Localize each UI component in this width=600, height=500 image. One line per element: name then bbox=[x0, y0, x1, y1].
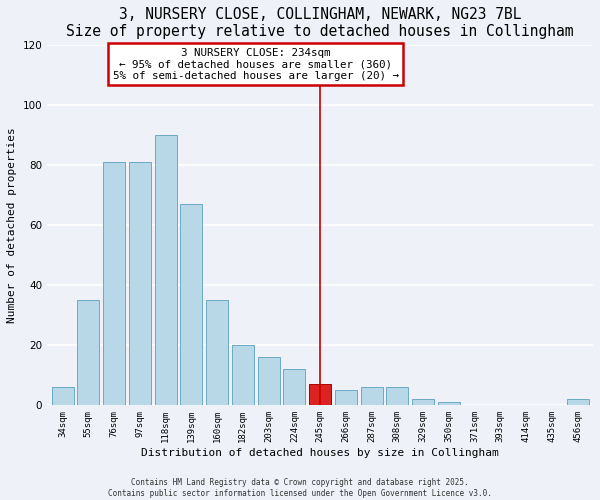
Bar bbox=[103, 162, 125, 406]
Bar bbox=[155, 135, 176, 406]
Bar bbox=[257, 358, 280, 406]
Bar bbox=[206, 300, 228, 406]
Bar bbox=[438, 402, 460, 406]
Bar bbox=[52, 388, 74, 406]
Text: 3 NURSERY CLOSE: 234sqm
← 95% of detached houses are smaller (360)
5% of semi-de: 3 NURSERY CLOSE: 234sqm ← 95% of detache… bbox=[113, 48, 399, 81]
Text: Contains HM Land Registry data © Crown copyright and database right 2025.
Contai: Contains HM Land Registry data © Crown c… bbox=[108, 478, 492, 498]
Bar bbox=[77, 300, 99, 406]
Y-axis label: Number of detached properties: Number of detached properties bbox=[7, 127, 17, 323]
X-axis label: Distribution of detached houses by size in Collingham: Distribution of detached houses by size … bbox=[141, 448, 499, 458]
Bar bbox=[309, 384, 331, 406]
Bar bbox=[232, 346, 254, 406]
Bar bbox=[566, 400, 589, 406]
Bar bbox=[181, 204, 202, 406]
Bar bbox=[361, 388, 383, 406]
Bar bbox=[283, 370, 305, 406]
Bar bbox=[129, 162, 151, 406]
Bar bbox=[386, 388, 408, 406]
Bar bbox=[412, 400, 434, 406]
Bar bbox=[335, 390, 357, 406]
Title: 3, NURSERY CLOSE, COLLINGHAM, NEWARK, NG23 7BL
Size of property relative to deta: 3, NURSERY CLOSE, COLLINGHAM, NEWARK, NG… bbox=[67, 7, 574, 40]
